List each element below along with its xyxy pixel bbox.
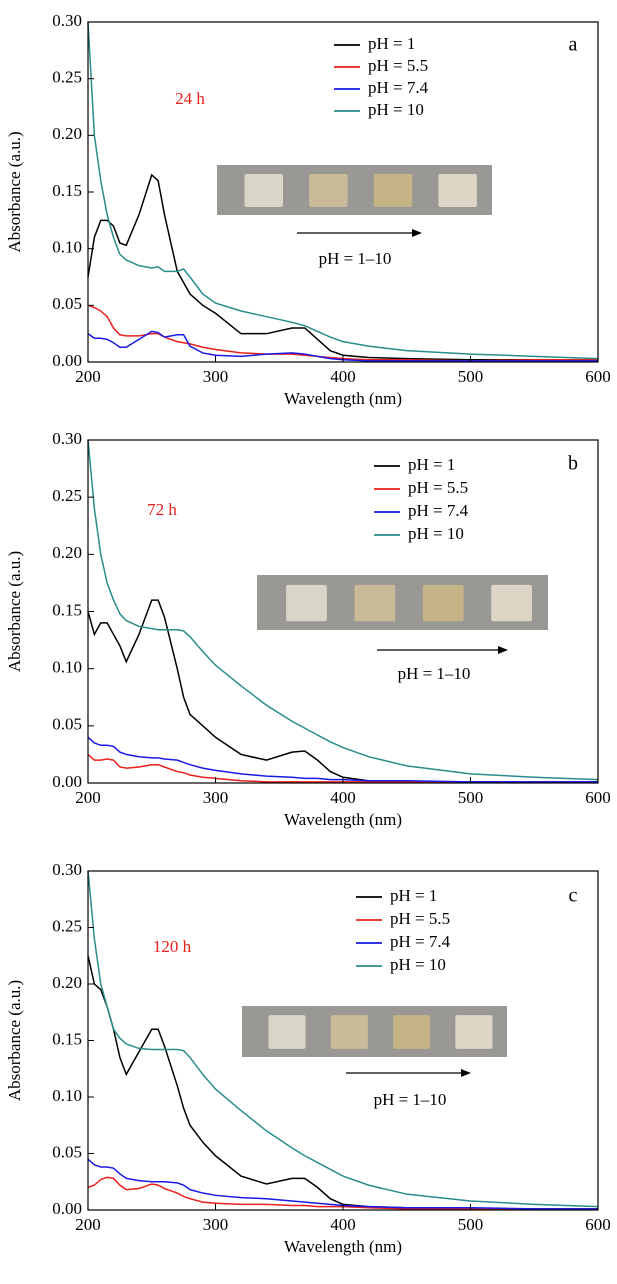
- y-tick-label: 0.30: [52, 11, 82, 30]
- x-tick-label: 300: [203, 788, 229, 807]
- x-tick-label: 600: [585, 1215, 611, 1234]
- spectrum-line: [87, 1158, 598, 1210]
- time-annotation: 24 h: [175, 89, 205, 108]
- film-sample: [286, 584, 327, 622]
- y-tick-label: 0.15: [52, 1029, 82, 1048]
- spectrum-line: [87, 330, 598, 362]
- film-sample: [354, 584, 396, 622]
- inset-label: pH = 1–10: [398, 664, 471, 683]
- y-tick-label: 0.05: [52, 1142, 82, 1161]
- legend-label: pH = 5.5: [368, 56, 428, 75]
- film-sample: [455, 1015, 493, 1049]
- y-tick-label: 0.20: [52, 543, 82, 562]
- spectrum-line: [87, 736, 598, 783]
- arrow-head: [461, 1069, 471, 1077]
- panel-label: a: [569, 34, 578, 56]
- x-tick-label: 400: [330, 788, 356, 807]
- film-sample: [422, 584, 464, 622]
- x-tick-label: 200: [75, 367, 101, 386]
- spectrum-line: [87, 870, 599, 1208]
- x-tick-label: 200: [75, 788, 101, 807]
- film-sample: [268, 1015, 306, 1049]
- y-tick-label: 0.00: [52, 1199, 82, 1218]
- legend-label: pH = 7.4: [408, 501, 469, 520]
- x-tick-label: 300: [203, 1215, 229, 1234]
- y-tick-label: 0.10: [52, 658, 82, 677]
- legend-label: pH = 10: [368, 100, 424, 119]
- time-annotation: 72 h: [147, 500, 177, 519]
- legend-label: pH = 1: [408, 455, 455, 474]
- spectrum-line: [87, 753, 598, 783]
- spectrum-line: [87, 304, 598, 362]
- y-tick-label: 0.15: [52, 600, 82, 619]
- legend-label: pH = 5.5: [408, 478, 468, 497]
- spectrum-line: [87, 1176, 598, 1210]
- y-tick-label: 0.30: [52, 860, 82, 879]
- x-tick-label: 400: [330, 367, 356, 386]
- y-tick-label: 0.00: [52, 351, 82, 370]
- inset-label: pH = 1–10: [374, 1090, 447, 1109]
- legend-label: pH = 7.4: [368, 78, 429, 97]
- legend-label: pH = 5.5: [390, 909, 450, 928]
- y-tick-label: 0.15: [52, 181, 82, 200]
- y-tick-label: 0.25: [52, 486, 82, 505]
- x-tick-label: 400: [330, 1215, 356, 1234]
- x-tick-label: 600: [585, 788, 611, 807]
- film-sample: [438, 174, 477, 207]
- y-tick-label: 0.30: [52, 429, 82, 448]
- legend-label: pH = 1: [390, 886, 437, 905]
- y-axis-title: Absorbance (a.u.): [5, 551, 24, 672]
- y-tick-label: 0.20: [52, 973, 82, 992]
- spectrum-line: [87, 21, 599, 360]
- y-tick-label: 0.25: [52, 68, 82, 87]
- y-tick-label: 0.05: [52, 294, 82, 313]
- spectrum-line: [87, 955, 598, 1210]
- legend-label: pH = 10: [390, 955, 446, 974]
- x-axis-title: Wavelength (nm): [284, 1237, 402, 1256]
- spectrum-line: [87, 439, 599, 781]
- x-axis-title: Wavelength (nm): [284, 389, 402, 408]
- panel-label: b: [568, 453, 578, 475]
- time-annotation: 120 h: [153, 937, 192, 956]
- film-sample: [373, 174, 413, 207]
- x-tick-label: 300: [203, 367, 229, 386]
- legend-label: pH = 1: [368, 34, 415, 53]
- legend-label: pH = 7.4: [390, 932, 451, 951]
- y-tick-label: 0.10: [52, 238, 82, 257]
- spectrum-line: [87, 599, 598, 783]
- film-sample: [393, 1015, 431, 1049]
- y-tick-label: 0.25: [52, 916, 82, 935]
- x-tick-label: 500: [458, 788, 484, 807]
- x-axis-title: Wavelength (nm): [284, 810, 402, 829]
- arrow-head: [412, 229, 422, 237]
- legend-label: pH = 10: [408, 524, 464, 543]
- film-sample: [309, 174, 348, 207]
- arrow-head: [498, 646, 508, 654]
- y-tick-label: 0.20: [52, 124, 82, 143]
- panel-label: c: [569, 885, 578, 907]
- film-sample: [491, 584, 532, 622]
- y-tick-label: 0.05: [52, 715, 82, 734]
- spectrum-line: [87, 173, 599, 362]
- inset-label: pH = 1–10: [319, 249, 392, 268]
- film-sample: [244, 174, 283, 207]
- y-axis-title: Absorbance (a.u.): [5, 131, 24, 252]
- x-tick-label: 600: [585, 367, 611, 386]
- y-tick-label: 0.10: [52, 1086, 82, 1105]
- x-tick-label: 500: [458, 1215, 484, 1234]
- x-tick-label: 200: [75, 1215, 101, 1234]
- y-tick-label: 0.00: [52, 772, 82, 791]
- film-sample: [330, 1015, 368, 1049]
- y-axis-title: Absorbance (a.u.): [5, 980, 24, 1101]
- x-tick-label: 500: [458, 367, 484, 386]
